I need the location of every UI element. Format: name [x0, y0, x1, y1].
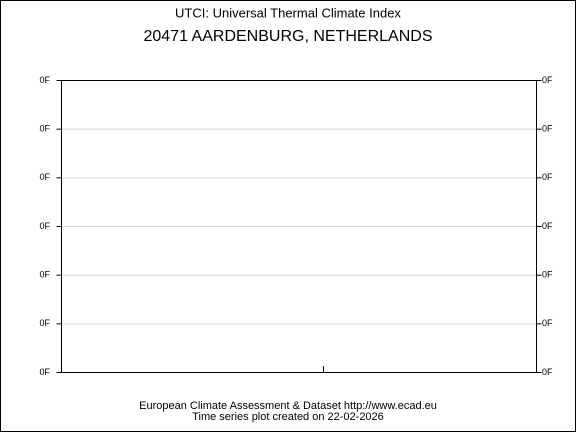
y2-tick-label: 0F: [542, 318, 553, 328]
note: Time series plot created on 22-02-2026: [192, 411, 384, 423]
y-tick-label: 0F: [39, 124, 50, 134]
y-tick-label: 0F: [39, 270, 50, 280]
y2-tick-label: 0F: [542, 75, 553, 85]
y2-tick-label: 0F: [542, 172, 553, 182]
source: European Climate Assessment & Dataset ht…: [139, 400, 437, 412]
chart-title: UTCI: Universal Thermal Climate Index: [175, 5, 401, 20]
y-tick-label: 0F: [39, 172, 50, 182]
y2-tick-label: 0F: [542, 367, 553, 377]
y-tick-label: 0F: [39, 318, 50, 328]
chart-subtitle: 20471 AARDENBURG, NETHERLANDS: [144, 28, 433, 45]
y-tick-label: 0F: [39, 221, 50, 231]
y-tick-label: 0F: [39, 367, 50, 377]
y2-tick-label: 0F: [542, 124, 553, 134]
y2-tick-label: 0F: [542, 221, 553, 231]
y-tick-label: 0F: [39, 75, 50, 85]
y2-tick-label: 0F: [542, 270, 553, 280]
